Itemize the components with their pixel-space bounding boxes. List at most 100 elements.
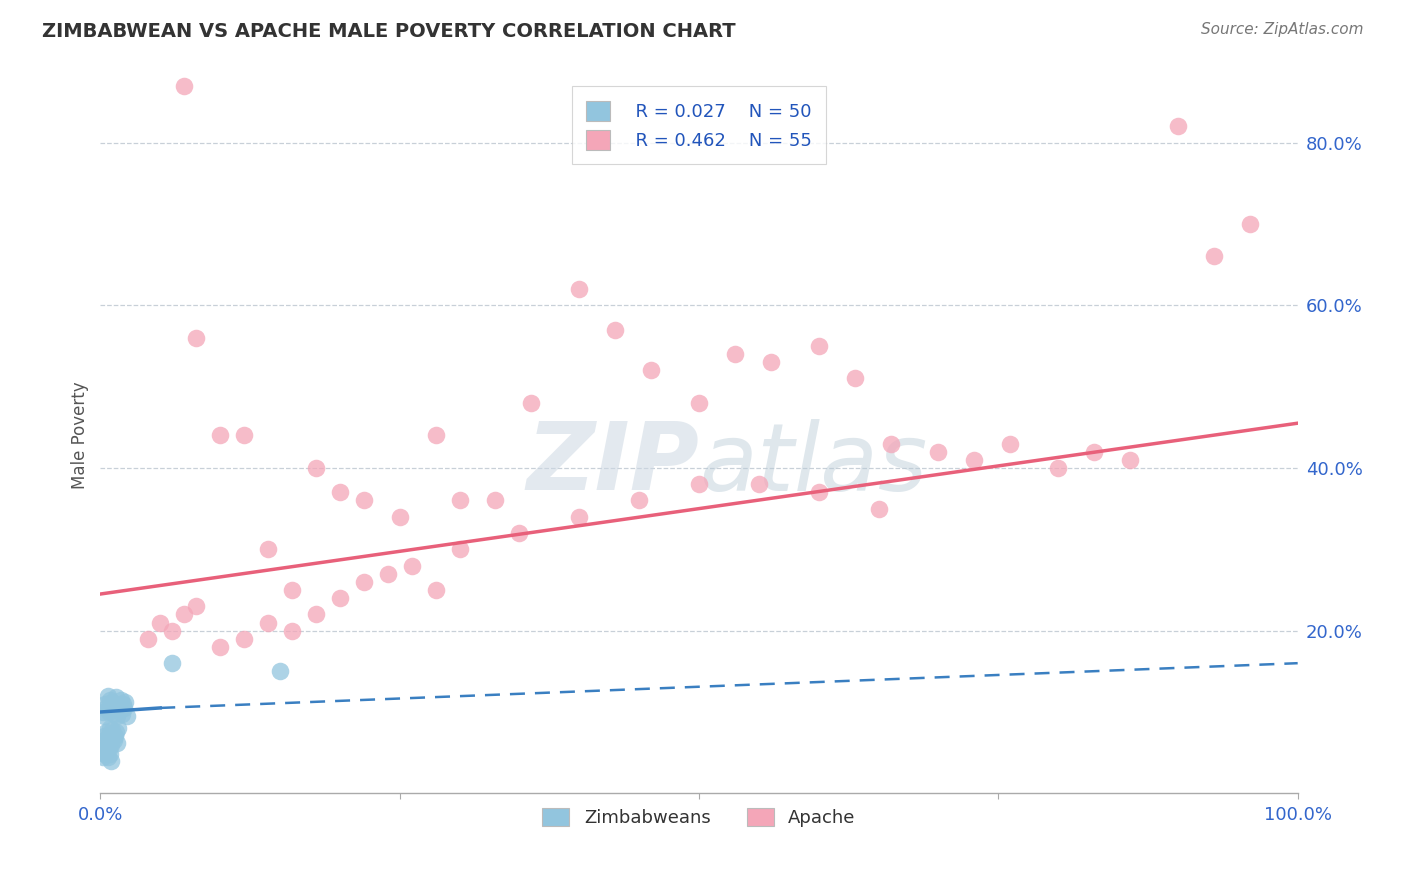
Point [233,632,256,646]
Point [107,721,129,735]
Point [93,709,115,723]
Point [1083,444,1105,458]
Point [93,746,115,760]
Point [104,725,127,739]
Point [963,452,986,467]
Point [640,363,662,377]
Point [281,582,304,597]
Point [184,331,207,345]
Point [377,566,399,581]
Point [107,698,129,713]
Point [568,282,591,296]
Point [96,689,118,703]
Point [449,542,471,557]
Point [353,493,375,508]
Point [94,741,117,756]
Point [96,725,118,739]
Point [281,624,304,638]
Point [305,607,328,622]
Point [484,493,506,508]
Point [93,730,115,744]
Point [807,485,830,500]
Point [1239,217,1261,231]
Point [520,396,543,410]
Point [1119,452,1142,467]
Point [105,736,128,750]
Text: atlas: atlas [699,418,928,509]
Point [96,744,118,758]
Point [868,501,890,516]
Point [160,624,183,638]
Point [94,733,117,747]
Point [233,428,256,442]
Point [112,697,135,711]
Point [269,665,291,679]
Point [98,747,121,762]
Point [98,721,121,735]
Point [401,558,423,573]
Point [329,591,352,606]
Point [508,526,530,541]
Point [724,347,747,361]
Point [100,754,122,768]
Point [425,582,447,597]
Point [209,428,232,442]
Point [104,701,127,715]
Point [927,444,949,458]
Point [97,741,120,756]
Point [1047,461,1070,475]
Point [97,728,120,742]
Point [1167,120,1189,134]
Point [807,339,830,353]
Point [98,733,121,747]
Point [105,709,128,723]
Point [605,323,627,337]
Point [173,78,195,93]
Point [209,640,232,654]
Point [160,656,183,670]
Point [353,574,375,589]
Point [257,542,280,557]
Point [305,461,328,475]
Point [101,695,124,709]
Point [91,705,114,719]
Point [96,741,118,756]
Point [96,738,118,752]
Y-axis label: Male Poverty: Male Poverty [72,382,89,489]
Point [110,693,132,707]
Point [759,355,782,369]
Point [173,607,195,622]
Point [96,749,118,764]
Point [136,632,159,646]
Point [103,706,125,721]
Point [257,615,280,630]
Point [96,731,118,745]
Point [115,709,138,723]
Point [101,723,124,737]
Point [388,509,411,524]
Point [103,733,125,747]
Point [93,746,115,760]
Point [688,477,710,491]
Point [568,509,591,524]
Point [91,749,114,764]
Point [94,747,117,762]
Point [112,701,135,715]
Point [844,371,866,385]
Point [688,396,710,410]
Point [114,695,136,709]
Point [425,428,447,442]
Point [108,703,131,717]
Point [184,599,207,614]
Point [1202,249,1225,263]
Point [748,477,770,491]
Point [97,739,120,754]
Point [94,697,117,711]
Point [329,485,352,500]
Point [97,705,120,719]
Point [96,701,118,715]
Point [111,706,134,721]
Legend: Zimbabweans, Apache: Zimbabweans, Apache [536,801,863,834]
Point [100,738,122,752]
Point [104,690,127,705]
